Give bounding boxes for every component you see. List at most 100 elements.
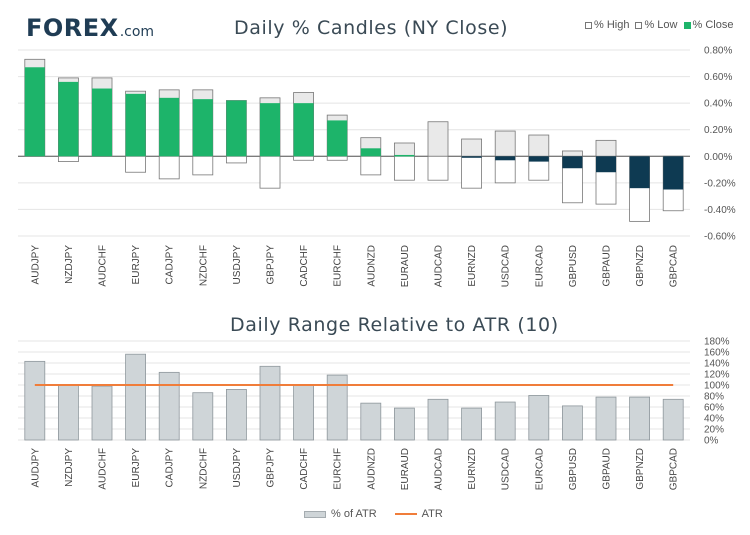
category-label: GBPNZD	[635, 448, 646, 490]
atr-pct-bar	[562, 405, 583, 441]
atr-legend: % of ATR ATR	[304, 508, 443, 520]
category-label: AUDNZD	[366, 245, 377, 287]
category-label: GBPCAD	[669, 245, 680, 287]
category-label: CADCHF	[299, 245, 310, 287]
atr-pct-bar	[225, 388, 247, 441]
category-label: GBPJPY	[266, 448, 277, 488]
category-label: USDJPY	[232, 448, 243, 488]
logo-suffix-text: .com	[119, 24, 155, 40]
atr-pct-bar	[662, 398, 684, 441]
legend-label-pct-atr: % of ATR	[331, 508, 377, 520]
legend-swatch-close	[683, 21, 691, 29]
close-bar	[495, 156, 516, 161]
category-label: AUDCAD	[434, 245, 445, 287]
legend-item-low: % Low	[635, 19, 678, 31]
legend-swatch-pct-atr	[304, 510, 326, 518]
y-tick-label: -0.20%	[704, 178, 736, 189]
atr-pct-bar	[461, 407, 483, 441]
category-label: GBPNZD	[635, 245, 646, 287]
close-bar	[58, 81, 79, 157]
category-label: GBPUSD	[568, 448, 579, 490]
close-bar	[327, 120, 348, 157]
legend-item-pct-atr: % of ATR	[304, 508, 377, 520]
atr-pct-bar	[393, 407, 415, 441]
category-label: EURCHF	[333, 245, 344, 287]
close-bar	[663, 156, 684, 190]
y-tick-label: 80%	[704, 392, 724, 403]
category-label: AUDCHF	[98, 448, 109, 490]
category-label: EURJPY	[131, 448, 142, 488]
atr-pct-bar	[58, 384, 79, 441]
category-label: AUDNZD	[366, 448, 377, 490]
category-label: GBPCAD	[669, 448, 680, 490]
category-label: CADJPY	[165, 448, 176, 488]
atr-pct-bar	[629, 396, 650, 441]
y-tick-label: -0.60%	[704, 232, 736, 243]
y-tick-label: 120%	[704, 370, 730, 381]
category-label: NZDJPY	[64, 245, 75, 284]
close-bar	[159, 97, 180, 157]
low-range-box	[58, 155, 79, 163]
logo-main-text: FOREX	[26, 14, 119, 42]
category-label: NZDCHF	[198, 448, 209, 489]
category-label: EURJPY	[131, 245, 142, 285]
category-label: EURCAD	[534, 245, 545, 287]
legend-swatch-high	[585, 21, 592, 29]
y-tick-label: 20%	[704, 425, 724, 436]
category-label: AUDJPY	[30, 245, 41, 285]
candles-chart: 0.80% 0.60% 0.40% 0.20% 0.00% -0.20% -0.40% -0.…	[18, 46, 736, 287]
category-label: CADJPY	[165, 245, 176, 285]
atr-pct-bar	[427, 398, 449, 441]
close-bar	[24, 67, 45, 157]
atr-pct-bar	[326, 374, 348, 441]
close-bar	[125, 93, 146, 157]
close-bar	[293, 103, 314, 157]
category-label: EURCAD	[534, 448, 545, 490]
atr-pct-bar	[24, 360, 46, 441]
atr-pct-bar	[360, 402, 382, 441]
y-tick-label: 0.60%	[704, 72, 732, 83]
legend-label-high: % High	[594, 19, 630, 31]
category-label: AUDJPY	[30, 448, 41, 488]
category-label: NZDCHF	[198, 245, 209, 286]
y-tick-label: 40%	[704, 414, 724, 425]
y-tick-label: 0.80%	[704, 46, 732, 57]
category-label: EURNZD	[467, 448, 478, 490]
close-bar	[192, 99, 213, 157]
category-label: USDJPY	[232, 245, 243, 285]
category-label: GBPAUD	[602, 448, 613, 490]
close-bar	[92, 88, 112, 157]
low-range-box	[326, 155, 348, 161]
legend-label-atr: ATR	[421, 508, 443, 520]
atr-chart-title: Daily Range Relative to ATR (10)	[230, 314, 559, 336]
atr-pct-bar	[125, 353, 146, 441]
y-tick-label: 100%	[704, 381, 730, 392]
category-label: CADCHF	[299, 448, 310, 490]
legend-item-atr: ATR	[394, 508, 443, 520]
candles-chart-title: Daily % Candles (NY Close)	[234, 17, 509, 39]
y-tick-label: 140%	[704, 359, 730, 370]
atr-pct-bar	[528, 395, 550, 441]
atr-pct-bar	[293, 384, 315, 441]
close-bar	[562, 156, 583, 169]
category-label: EURAUD	[400, 245, 411, 287]
y-tick-label: 0.20%	[704, 125, 732, 136]
atr-pct-bar	[595, 396, 617, 441]
y-tick-label: 0.40%	[704, 99, 732, 110]
close-bar	[394, 154, 415, 157]
atr-pct-bar	[192, 392, 214, 441]
low-range-box	[192, 155, 214, 176]
category-label: EURNZD	[467, 245, 478, 287]
category-label: AUDCAD	[434, 448, 445, 490]
close-bar	[461, 156, 482, 158]
legend-label-low: % Low	[644, 19, 678, 31]
low-range-box	[125, 155, 146, 173]
close-bar	[629, 156, 650, 189]
legend-item-high: % High	[585, 19, 629, 31]
legend-swatch-low	[635, 21, 643, 29]
category-label: EURAUD	[400, 448, 411, 490]
atr-pct-bar	[494, 401, 516, 441]
low-range-box	[427, 155, 449, 181]
